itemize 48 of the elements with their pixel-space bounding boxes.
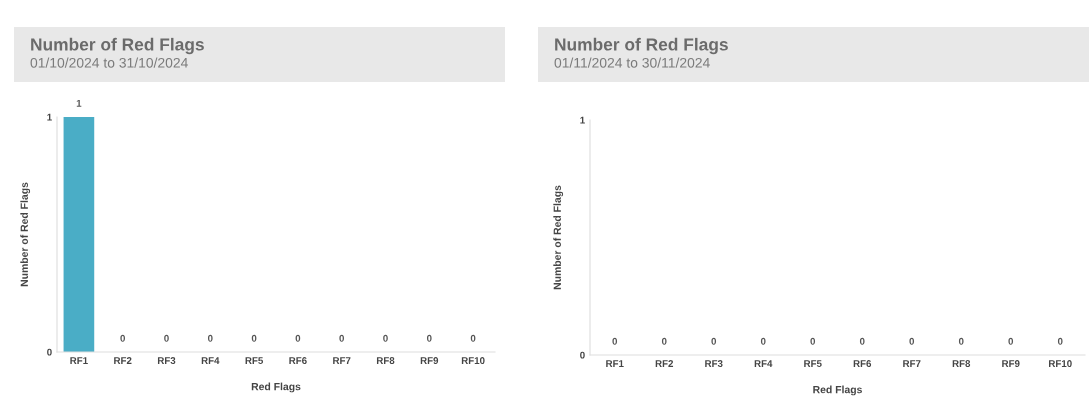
data-label: 0: [339, 334, 345, 342]
x-tick-label: RF5: [804, 360, 822, 367]
data-label: 0: [1057, 337, 1063, 345]
x-axis-title: Red Flags: [251, 382, 301, 393]
data-label: 0: [164, 334, 169, 342]
x-tick-label: RF8: [952, 360, 971, 367]
x-tick-label: RF2: [114, 357, 132, 364]
chart-subtitle: 01/11/2024 to 30/11/2024: [554, 57, 710, 68]
data-label: 0: [958, 337, 964, 345]
data-label: 0: [909, 337, 915, 345]
x-axis-title: Red Flags: [813, 385, 862, 396]
x-tick-label: RF4: [754, 360, 773, 367]
data-label: 0: [810, 337, 816, 345]
data-label: 0: [859, 337, 865, 345]
x-tick-label: RF7: [903, 360, 921, 367]
y-axis-title: Number of Red Flags: [553, 185, 564, 290]
chart-title: Number of Red Flags: [31, 37, 204, 55]
data-label: 0: [661, 337, 667, 345]
x-tick-label: RF6: [853, 360, 872, 367]
data-label: 0: [120, 334, 126, 342]
data-label: 1: [76, 99, 82, 107]
x-tick-label: RF3: [705, 360, 723, 368]
x-tick-label: RF3: [157, 357, 176, 365]
data-label: 0: [251, 334, 257, 342]
chart-subtitle: 01/10/2024 to 31/10/2024: [30, 57, 188, 68]
data-label: 0: [470, 334, 476, 342]
x-tick-label: RF4: [201, 357, 220, 364]
y-axis-title: Number of Red Flags: [20, 182, 31, 287]
x-tick-label: RF6: [289, 357, 307, 364]
x-tick-label: RF1: [70, 357, 88, 364]
x-tick-label: RF2: [655, 360, 674, 367]
x-tick-label: RF9: [1002, 360, 1020, 367]
x-tick-label: RF10: [461, 357, 485, 364]
data-label: 0: [383, 334, 388, 342]
x-tick-label: RF5: [245, 357, 264, 364]
x-tick-label: RF1: [606, 360, 624, 367]
data-label: 0: [295, 334, 301, 342]
x-tick-label: RF10: [1049, 360, 1072, 367]
x-tick-label: RF9: [420, 357, 439, 364]
data-label: 0: [207, 334, 213, 342]
data-label: 0: [1008, 337, 1014, 345]
chart-title: Number of Red Flags: [555, 37, 728, 55]
data-label: 0: [711, 337, 717, 345]
x-tick-label: RF8: [376, 357, 395, 364]
data-label: 0: [426, 334, 432, 342]
x-tick-label: RF7: [333, 357, 351, 364]
data-label: 0: [612, 337, 618, 345]
data-label: 0: [760, 337, 766, 345]
